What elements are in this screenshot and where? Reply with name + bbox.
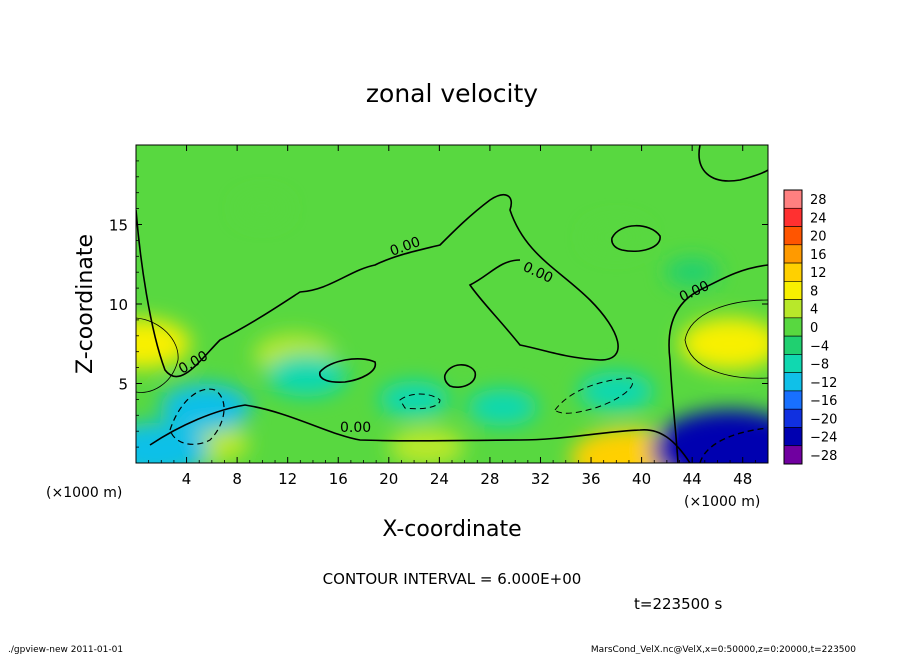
x-tick-label: 44 <box>683 470 702 488</box>
colorbar-swatch <box>783 427 803 447</box>
colorbar-label: −4 <box>810 339 829 354</box>
colorbar-label: −24 <box>810 431 837 446</box>
contour-zero-mid-island <box>319 358 376 383</box>
contour-zero-main <box>136 194 619 378</box>
x-tick-label: 8 <box>232 470 242 488</box>
field-blob <box>266 354 347 397</box>
field-blob <box>578 371 654 412</box>
y-tick-label: 5 <box>118 376 128 394</box>
contour-neg-left <box>169 388 225 445</box>
colorbar-swatch <box>783 335 803 355</box>
field-blob <box>664 257 720 287</box>
field-blob <box>136 318 191 369</box>
colorbar-frame <box>783 189 803 465</box>
contour-zero-bottom <box>149 404 691 463</box>
colorbar-label: 0 <box>810 321 818 336</box>
colorbar-swatch <box>783 226 803 246</box>
colorbar-swatch <box>783 281 803 300</box>
colorbar-label: 4 <box>810 303 818 318</box>
contour-label: 0.00 <box>340 420 371 436</box>
field-blob <box>389 427 465 463</box>
y-tick-label: 10 <box>109 296 128 314</box>
x-tick-label: 28 <box>480 470 499 488</box>
field-blob <box>136 422 209 463</box>
colorbar-swatch <box>783 390 803 410</box>
colorbar-swatch <box>783 244 803 264</box>
x-tick-label: 32 <box>531 470 550 488</box>
colorbar-label: 24 <box>810 211 827 226</box>
field-blob <box>679 317 768 371</box>
colorbar-label: −12 <box>810 376 837 391</box>
x-unit-left: (×1000 m) <box>46 485 122 501</box>
y-axis: 5 10 15 <box>109 160 768 448</box>
colorbar-swatch <box>783 189 803 209</box>
footer-right: MarsCond_VelX.nc@VelX,x=0:50000,z=0:2000… <box>591 645 856 654</box>
colorbar-swatch <box>783 445 803 465</box>
x-tick-label: 40 <box>632 470 651 488</box>
colorbar-label: 28 <box>810 193 827 208</box>
y-tick-label: 15 <box>109 217 128 235</box>
field-blob <box>586 221 647 254</box>
colorbar-label: 16 <box>810 248 827 263</box>
colorbar-label: −16 <box>810 394 837 409</box>
colorbar: 28 24 20 16 12 8 4 0 −4 −8 −12 −16 −20 −24 −28 <box>783 189 837 465</box>
contour-zero-small-island <box>443 364 476 388</box>
colorbar-swatch <box>783 317 803 337</box>
colorbar-label: −28 <box>810 449 837 464</box>
colorbar-label: 8 <box>810 284 818 299</box>
contour-pos-left <box>136 317 179 393</box>
contour-interval-text: CONTOUR INTERVAL = 6.000E+00 <box>323 570 582 588</box>
x-tick-label: 36 <box>581 470 600 488</box>
x-tick-label: 4 <box>182 470 192 488</box>
chart-title: zonal velocity <box>366 79 538 108</box>
plot-area: 0.00 0.00 0.00 0.00 0.00 <box>136 145 768 463</box>
y-axis-label: Z-coordinate <box>73 234 98 374</box>
x-tick-label: 12 <box>278 470 297 488</box>
x-axis: 4 8 12 16 20 24 28 32 36 40 44 48 <box>148 145 756 488</box>
colorbar-label: −20 <box>810 412 837 427</box>
colorbar-swatch <box>783 262 803 282</box>
x-tick-label: 48 <box>733 470 752 488</box>
colorbar-swatch <box>783 354 803 373</box>
field-blob <box>379 380 450 418</box>
contour-neg-mid <box>554 377 633 414</box>
colorbar-swatch <box>783 408 803 428</box>
colorbar-label: 12 <box>810 266 827 281</box>
colorbar-swatch <box>783 299 803 319</box>
footer-left: ./gpview-new 2011-01-01 <box>8 645 123 654</box>
contour-lines <box>136 145 768 463</box>
contour-neg-right <box>699 427 768 463</box>
field-blob <box>467 388 538 426</box>
colorbar-swatch <box>783 372 803 392</box>
x-unit-right: (×1000 m) <box>684 494 760 510</box>
colorbar-swatch <box>783 207 803 227</box>
x-tick-label: 24 <box>430 470 449 488</box>
x-tick-label: 16 <box>329 470 348 488</box>
contour-zero-oval <box>611 225 661 252</box>
contour-pos-right <box>684 299 768 379</box>
colorbar-label: 20 <box>810 230 827 245</box>
x-axis-label: X-coordinate <box>382 517 521 542</box>
contour-zero-right <box>668 264 768 463</box>
field-blob <box>160 383 251 432</box>
contour-neg-center <box>399 393 441 410</box>
colorbar-label: −8 <box>810 358 829 373</box>
x-tick-label: 20 <box>379 470 398 488</box>
time-text: t=223500 s <box>634 595 722 613</box>
contour-zero-top-right <box>698 145 768 182</box>
field-blob <box>237 195 287 222</box>
